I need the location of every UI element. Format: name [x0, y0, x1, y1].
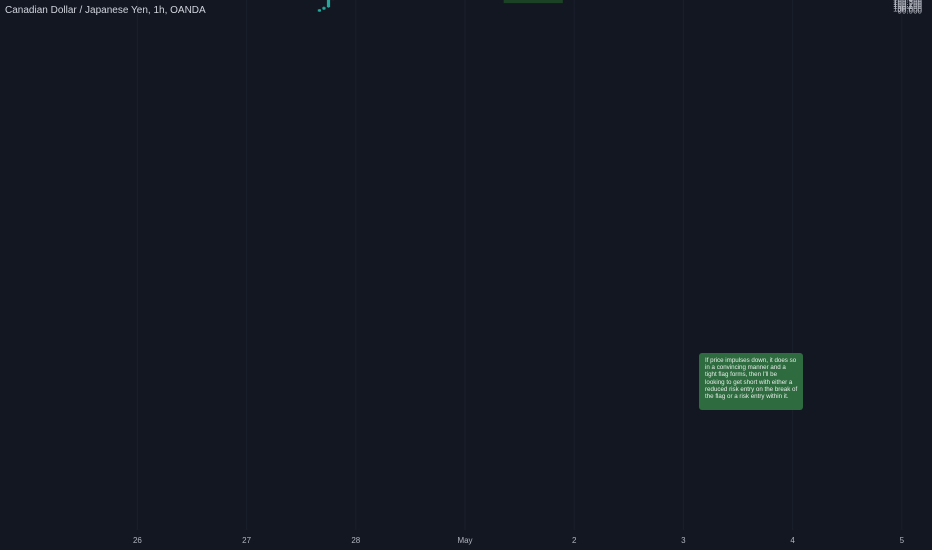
candle [317, 9, 321, 12]
time-tick-label: 4 [790, 536, 795, 545]
price-tick-label: 100.500 [893, 0, 922, 3]
candle-body [322, 7, 326, 10]
price-tick-label: 100.200 [893, 0, 922, 9]
price-tick-label: 99.900 [898, 6, 923, 15]
candle-body [326, 0, 331, 8]
candle-body [317, 9, 321, 12]
time-tick-label: May [457, 536, 472, 545]
symbol-title[interactable]: Canadian Dollar / Japanese Yen, 1h, OAND… [5, 5, 206, 16]
price-tick-label: 100.000 [893, 4, 922, 13]
long-short-position[interactable] [503, 0, 563, 4]
candle [322, 6, 326, 11]
price-tick-label: 100.300 [893, 0, 922, 7]
time-axis[interactable]: 262728May23458 [133, 536, 932, 545]
time-tick-label: 27 [242, 536, 251, 545]
time-tick-label: 26 [133, 536, 142, 545]
time-tick-label: 3 [681, 536, 686, 545]
time-tick-label: 28 [351, 536, 360, 545]
currency-label: JPY [897, 5, 912, 14]
price-axis[interactable]: 102.100102.000101.900101.800101.700101.6… [893, 0, 922, 15]
candles [317, 0, 334, 12]
candle [326, 0, 331, 8]
take-profit-zone[interactable] [503, 0, 563, 4]
time-tick-label: 2 [572, 536, 577, 545]
annotation-note[interactable]: If price impulses down, it does so in a … [699, 353, 803, 410]
time-tick-label: 5 [900, 536, 905, 545]
price-tick-label: 100.400 [893, 0, 922, 5]
grid [136, 0, 903, 530]
price-tick-label: 100.100 [893, 2, 922, 11]
